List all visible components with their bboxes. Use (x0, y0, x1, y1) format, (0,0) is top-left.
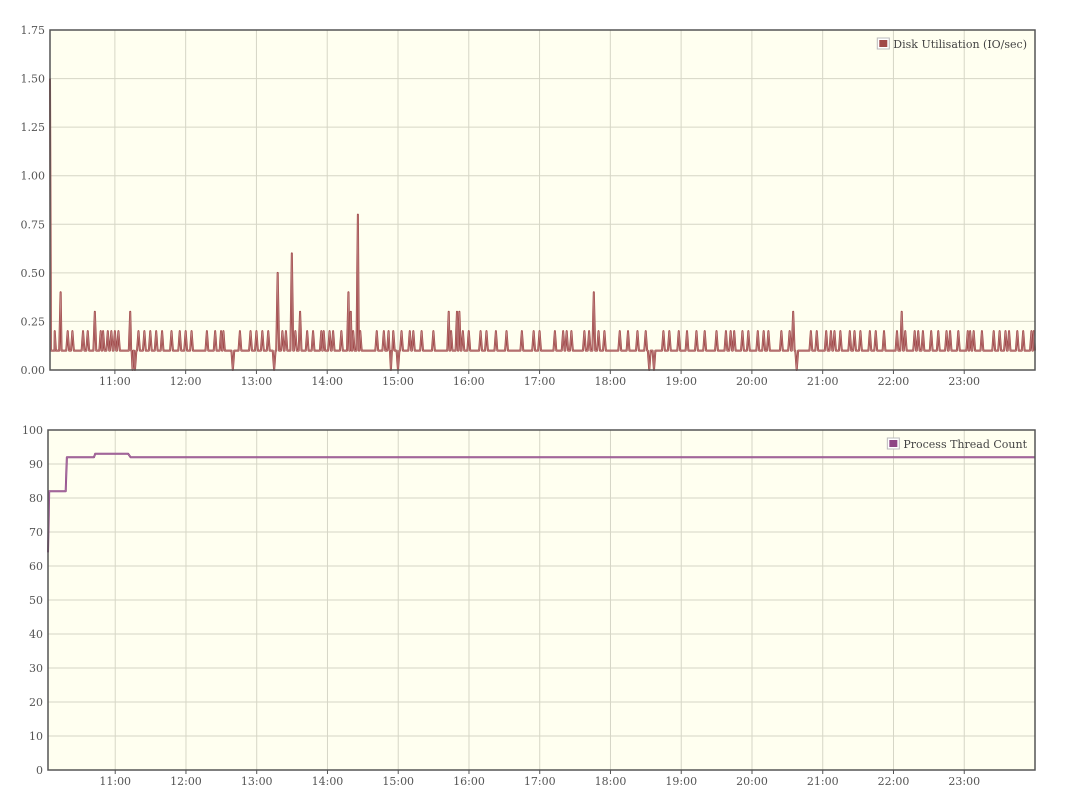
y-axis-ticks: 0 10 20 30 40 50 60 70 80 90 100 (22, 424, 43, 777)
x-tick-label: 16:00 (453, 775, 485, 788)
x-tick-label: 12:00 (170, 775, 202, 788)
legend-label: Disk Utilisation (IO/sec) (893, 38, 1027, 51)
y-tick-label: 1.00 (21, 170, 46, 183)
x-tick-label: 14:00 (311, 375, 343, 388)
x-tick-label: 22:00 (878, 775, 910, 788)
x-tick-label: 12:00 (170, 375, 202, 388)
y-tick-label: 100 (22, 424, 43, 437)
x-tick-label: 23:00 (948, 375, 980, 388)
x-axis-ticks: 11:00 12:00 13:00 14:00 15:00 16:00 17:00 18:00… (99, 770, 980, 788)
plot-area (50, 30, 1035, 370)
x-tick-label: 18:00 (595, 775, 627, 788)
x-tick-label: 20:00 (736, 375, 768, 388)
series-lines (47, 452, 1035, 553)
y-tick-label: 50 (29, 594, 43, 607)
y-tick-label: 40 (29, 628, 43, 641)
x-tick-label: 17:00 (524, 775, 556, 788)
x-tick-label: 21:00 (807, 775, 839, 788)
y-tick-label: 0.25 (21, 315, 46, 328)
x-tick-label: 23:00 (948, 775, 980, 788)
y-tick-label: 0 (36, 764, 43, 777)
legend-swatch (889, 440, 898, 447)
y-tick-label: 0.50 (21, 267, 46, 280)
y-tick-label: 60 (29, 560, 43, 573)
legend[interactable]: Disk Utilisation (IO/sec) (876, 37, 1027, 51)
y-tick-label: 10 (29, 730, 43, 743)
y-tick-label: 0.00 (21, 364, 46, 377)
y-tick-label: 20 (29, 696, 43, 709)
y-tick-label: 70 (29, 526, 43, 539)
process-thread-count-chart: 0 10 20 30 40 50 60 70 80 90 100 11:00 12:00 13:00 14… (22, 424, 1036, 788)
y-tick-label: 1.25 (21, 121, 46, 134)
x-tick-label: 11:00 (99, 375, 131, 388)
x-tick-label: 13:00 (241, 375, 273, 388)
plot-border (49, 29, 1036, 371)
x-tick-label: 21:00 (807, 375, 839, 388)
y-axis-ticks: 0.00 0.25 0.50 0.75 1.00 1.25 1.50 1.75 (21, 24, 46, 377)
x-tick-label: 18:00 (594, 375, 626, 388)
series-line (49, 78, 1036, 371)
legend-swatch (879, 40, 888, 47)
series-lines (49, 78, 1036, 371)
y-tick-label: 1.50 (21, 73, 46, 86)
x-tick-label: 22:00 (878, 375, 910, 388)
series-line-highlight (47, 453, 1035, 553)
x-tick-label: 20:00 (736, 775, 768, 788)
x-axis-ticks: 11:00 12:00 13:00 14:00 15:00 16:00 17:00 18:00… (99, 370, 980, 388)
y-tick-label: 90 (29, 458, 43, 471)
y-tick-label: 30 (29, 662, 43, 675)
grid-lines (48, 430, 1035, 770)
plot-border (47, 429, 1036, 771)
series-line (47, 452, 1035, 553)
y-tick-label: 1.75 (21, 24, 46, 37)
x-tick-label: 15:00 (382, 375, 414, 388)
x-tick-label: 19:00 (665, 775, 697, 788)
legend-label: Process Thread Count (903, 438, 1027, 451)
x-tick-label: 14:00 (312, 775, 344, 788)
legend[interactable]: Process Thread Count (886, 437, 1028, 451)
disk-utilisation-chart: 0.00 0.25 0.50 0.75 1.00 1.25 1.50 1.75 11:00 12… (21, 24, 1036, 388)
y-tick-label: 80 (29, 492, 43, 505)
series-line-highlight (49, 78, 1036, 371)
grid-lines (50, 30, 1035, 370)
x-tick-label: 15:00 (382, 775, 414, 788)
x-tick-label: 13:00 (241, 775, 273, 788)
x-tick-label: 16:00 (453, 375, 485, 388)
y-tick-label: 0.75 (21, 218, 46, 231)
x-tick-label: 19:00 (665, 375, 697, 388)
x-tick-label: 17:00 (524, 375, 556, 388)
x-tick-label: 11:00 (99, 775, 131, 788)
